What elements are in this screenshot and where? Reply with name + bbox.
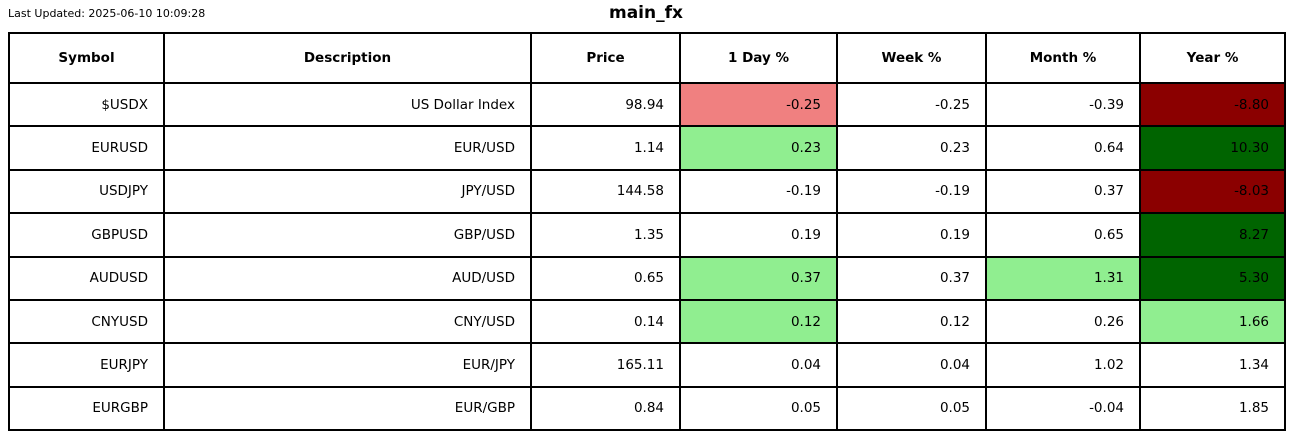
- column-header-month-pct: Month %: [985, 32, 1141, 84]
- cell-symbol: AUDUSD: [8, 255, 165, 301]
- cell-month-pct: 0.26: [985, 298, 1141, 345]
- cell-price: 0.14: [530, 298, 681, 345]
- cell-year-pct: 10.30: [1139, 125, 1286, 171]
- cell-month-pct: 1.02: [985, 342, 1141, 388]
- cell-symbol: CNYUSD: [8, 298, 165, 345]
- table-row: $USDX US Dollar Index 98.94 -0.25 -0.25 -0.39…: [8, 81, 1286, 128]
- cell-month-pct: 1.31: [985, 255, 1141, 301]
- cell-year-pct: 5.30: [1139, 255, 1286, 301]
- table-row: EURGBP EUR/GBP 0.84 0.05 0.05 -0.04 1.85: [8, 385, 1286, 432]
- cell-day-pct: 0.19: [679, 212, 838, 258]
- table-body: $USDX US Dollar Index 98.94 -0.25 -0.25 -0.39…: [8, 81, 1286, 432]
- cell-price: 165.11: [530, 342, 681, 388]
- cell-week-pct: 0.12: [836, 298, 987, 345]
- table-row: USDJPY JPY/USD 144.58 -0.19 -0.19 0.37 -8.03: [8, 168, 1286, 215]
- cell-month-pct: 0.64: [985, 125, 1141, 171]
- cell-description: AUD/USD: [163, 255, 532, 301]
- cell-description: US Dollar Index: [163, 81, 532, 128]
- cell-month-pct: 0.37: [985, 168, 1141, 215]
- table-row: EURJPY EUR/JPY 165.11 0.04 0.04 1.02 1.34: [8, 342, 1286, 388]
- cell-day-pct: 0.12: [679, 298, 838, 345]
- cell-symbol: $USDX: [8, 81, 165, 128]
- cell-week-pct: 0.04: [836, 342, 987, 388]
- cell-description: GBP/USD: [163, 212, 532, 258]
- cell-year-pct: 1.66: [1139, 298, 1286, 345]
- cell-price: 144.58: [530, 168, 681, 215]
- cell-week-pct: 0.05: [836, 385, 987, 432]
- fx-table: Symbol Description Price 1 Day % Week % Month…: [8, 32, 1286, 432]
- cell-day-pct: 0.04: [679, 342, 838, 388]
- cell-price: 98.94: [530, 81, 681, 128]
- table-row: AUDUSD AUD/USD 0.65 0.37 0.37 1.31 5.30: [8, 255, 1286, 301]
- table-header: Symbol Description Price 1 Day % Week % Month…: [8, 32, 1286, 84]
- cell-day-pct: 0.37: [679, 255, 838, 301]
- cell-year-pct: 1.85: [1139, 385, 1286, 432]
- cell-month-pct: -0.04: [985, 385, 1141, 432]
- table-row: EURUSD EUR/USD 1.14 0.23 0.23 0.64 10.30: [8, 125, 1286, 171]
- table-row: GBPUSD GBP/USD 1.35 0.19 0.19 0.65 8.27: [8, 212, 1286, 258]
- cell-description: CNY/USD: [163, 298, 532, 345]
- cell-price: 1.14: [530, 125, 681, 171]
- cell-month-pct: -0.39: [985, 81, 1141, 128]
- cell-symbol: GBPUSD: [8, 212, 165, 258]
- cell-week-pct: 0.19: [836, 212, 987, 258]
- column-header-description: Description: [163, 32, 532, 84]
- cell-day-pct: 0.05: [679, 385, 838, 432]
- header-row: Symbol Description Price 1 Day % Week % Month…: [8, 32, 1286, 84]
- cell-year-pct: 8.27: [1139, 212, 1286, 258]
- cell-symbol: EURGBP: [8, 385, 165, 432]
- cell-week-pct: 0.23: [836, 125, 987, 171]
- cell-week-pct: 0.37: [836, 255, 987, 301]
- cell-symbol: EURUSD: [8, 125, 165, 171]
- cell-week-pct: -0.19: [836, 168, 987, 215]
- table-row: CNYUSD CNY/USD 0.14 0.12 0.12 0.26 1.66: [8, 298, 1286, 345]
- cell-week-pct: -0.25: [836, 81, 987, 128]
- cell-day-pct: 0.23: [679, 125, 838, 171]
- cell-price: 1.35: [530, 212, 681, 258]
- cell-day-pct: -0.19: [679, 168, 838, 215]
- column-header-year-pct: Year %: [1139, 32, 1286, 84]
- cell-day-pct: -0.25: [679, 81, 838, 128]
- page-title: main_fx: [609, 3, 683, 23]
- cell-year-pct: -8.80: [1139, 81, 1286, 128]
- cell-description: EUR/GBP: [163, 385, 532, 432]
- cell-symbol: EURJPY: [8, 342, 165, 388]
- cell-price: 0.65: [530, 255, 681, 301]
- column-header-day-pct: 1 Day %: [679, 32, 838, 84]
- cell-year-pct: -8.03: [1139, 168, 1286, 215]
- last-updated-timestamp: Last Updated: 2025-06-10 10:09:28: [8, 7, 206, 20]
- top-bar: Last Updated: 2025-06-10 10:09:28 main_f…: [0, 0, 1292, 32]
- cell-symbol: USDJPY: [8, 168, 165, 215]
- cell-year-pct: 1.34: [1139, 342, 1286, 388]
- column-header-price: Price: [530, 32, 681, 84]
- cell-description: EUR/JPY: [163, 342, 532, 388]
- cell-month-pct: 0.65: [985, 212, 1141, 258]
- cell-description: JPY/USD: [163, 168, 532, 215]
- cell-price: 0.84: [530, 385, 681, 432]
- column-header-week-pct: Week %: [836, 32, 987, 84]
- column-header-symbol: Symbol: [8, 32, 165, 84]
- cell-description: EUR/USD: [163, 125, 532, 171]
